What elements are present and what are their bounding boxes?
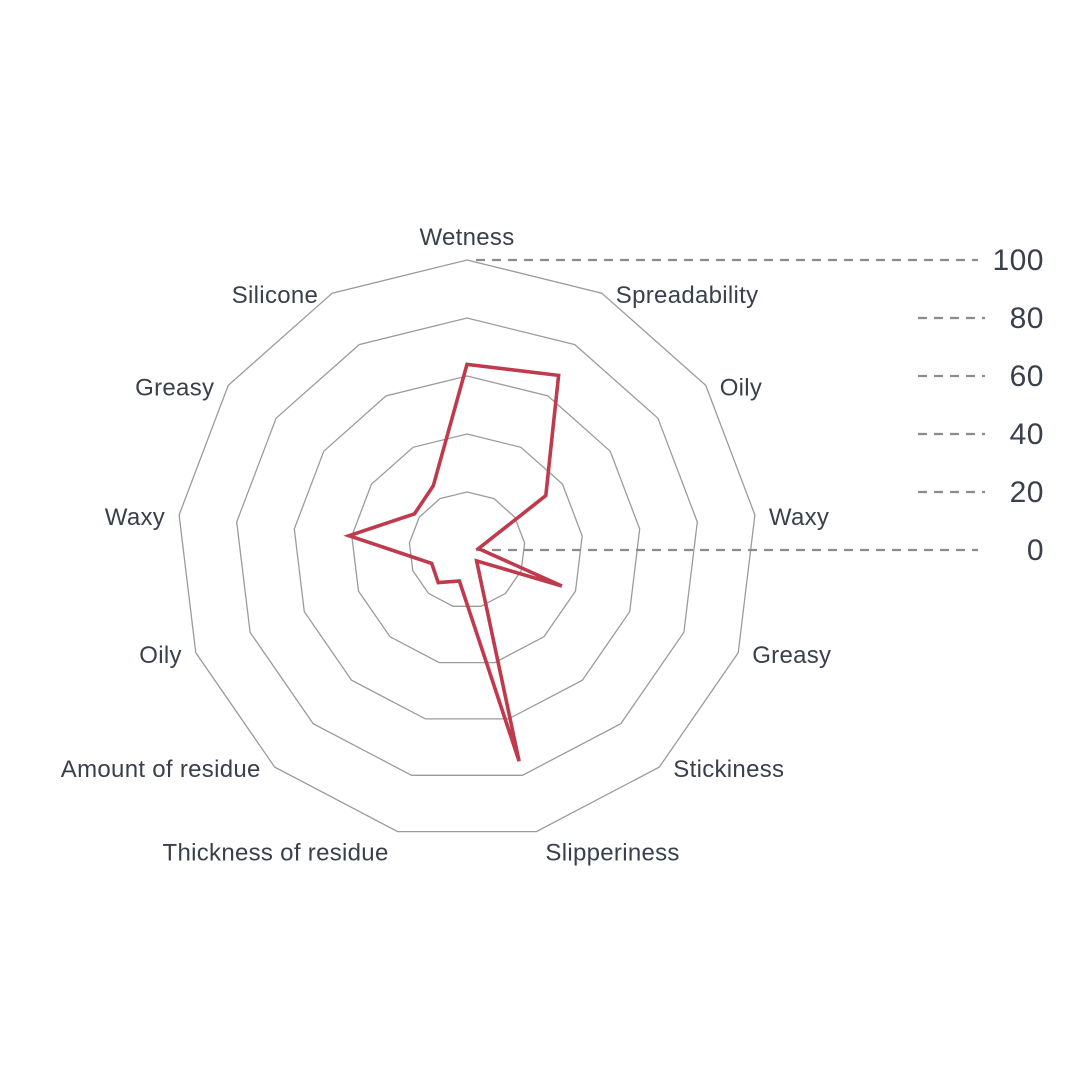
axis-label-greasy-11: Greasy <box>135 374 214 401</box>
tick-label-100: 100 <box>992 244 1044 277</box>
axis-label-oily-9: Oily <box>139 642 182 669</box>
series-polygon-0 <box>343 362 563 762</box>
axis-label-waxy-10: Waxy <box>105 504 165 531</box>
axis-label-silicone-12: Silicone <box>232 282 318 309</box>
axis-label-spreadability-1: Spreadability <box>616 282 759 309</box>
grid-ring-20 <box>408 491 526 607</box>
grid-ring-80 <box>236 317 698 776</box>
tick-label-40: 40 <box>1010 418 1044 451</box>
tick-label-20: 20 <box>1010 476 1044 509</box>
grid-ring-40 <box>351 433 583 664</box>
axis-label-oily-2: Oily <box>720 374 763 401</box>
grid-ring-60 <box>293 375 641 720</box>
axis-label-greasy-4: Greasy <box>752 642 831 669</box>
tick-label-80: 80 <box>1010 302 1044 335</box>
tick-label-0: 0 <box>1027 534 1044 567</box>
grid-ring-100 <box>178 259 756 833</box>
axis-label-amount-of-residue-8: Amount of residue <box>61 756 261 783</box>
axis-label-stickiness-5: Stickiness <box>673 756 784 783</box>
axis-label-waxy-3: Waxy <box>769 504 829 531</box>
axis-label-wetness-0: Wetness <box>419 224 514 251</box>
tick-label-60: 60 <box>1010 360 1044 393</box>
axis-label-slipperiness-6: Slipperiness <box>545 840 679 867</box>
axis-label-thickness-of-residue-7: Thickness of residue <box>162 840 388 867</box>
